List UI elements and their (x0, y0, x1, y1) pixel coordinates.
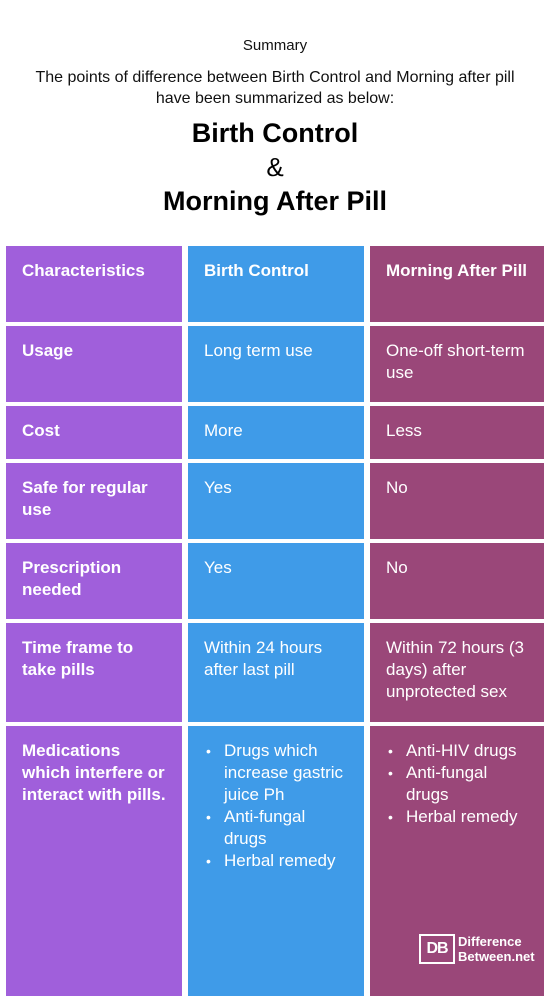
list-item: • Anti-fungal drugs (206, 807, 306, 848)
summary-label: Summary (242, 37, 308, 54)
bullet-icon: • (206, 853, 211, 869)
title-line-1: Birth Control (191, 118, 359, 148)
row-medications-morning-after: • Anti-HIV drugs • Anti-fungal drugs • Herb… (370, 726, 544, 996)
row-timeframe-birth-control: Within 24 hours after last pill (188, 623, 364, 722)
row-timeframe-morning-after: Within 72 hours (3 days) after unprotect… (370, 623, 544, 722)
list-item: • Anti-HIV drugs (388, 741, 517, 760)
row-medications-birth-control: • Drugs which increase gastric juice Ph •… (188, 726, 364, 996)
bullet-icon: • (206, 809, 211, 825)
title-line-3: Morning After Pill (163, 186, 387, 216)
differencebetween-logo: DB Difference Between.net (419, 934, 535, 964)
row-safe-morning-after: No (370, 463, 544, 539)
morning-after-medications-list: • Anti-HIV drugs • Anti-fungal drugs • Herb… (386, 740, 530, 828)
row-cost-birth-control: More (188, 406, 364, 459)
header-birth-control: Birth Control (188, 246, 364, 322)
list-item: • Herbal remedy (206, 851, 336, 870)
list-item: • Drugs which increase gastric juice Ph (206, 741, 344, 804)
comparison-table: Characteristics Birth Control Morning Af… (6, 246, 544, 996)
header-morning-after-pill: Morning After Pill (370, 246, 544, 322)
row-prescription-birth-control: Yes (188, 543, 364, 619)
bullet-icon: • (388, 743, 393, 759)
row-safe-characteristic: Safe for regular use (6, 463, 182, 539)
bullet-icon: • (206, 743, 211, 759)
logo-mark: DB (419, 934, 455, 964)
row-prescription-morning-after: No (370, 543, 544, 619)
row-usage-morning-after: One-off short-term use (370, 326, 544, 402)
row-prescription-characteristic: Prescription needed (6, 543, 182, 619)
bullet-icon: • (388, 809, 393, 825)
row-cost-morning-after: Less (370, 406, 544, 459)
row-safe-birth-control: Yes (188, 463, 364, 539)
list-item: • Herbal remedy (388, 807, 518, 826)
row-cost-characteristic: Cost (6, 406, 182, 459)
row-medications-characteristic: Medications which interfere or interact … (6, 726, 182, 996)
row-timeframe-characteristic: Time frame to take pills (6, 623, 182, 722)
logo-text: Difference Between.net (458, 934, 535, 964)
list-item: • Anti-fungal drugs (388, 763, 488, 804)
header-characteristics: Characteristics (6, 246, 182, 322)
title-ampersand: & (266, 152, 284, 182)
intro-text: The points of difference between Birth C… (35, 69, 515, 107)
row-usage-characteristic: Usage (6, 326, 182, 402)
row-usage-birth-control: Long term use (188, 326, 364, 402)
birth-control-medications-list: • Drugs which increase gastric juice Ph •… (204, 740, 350, 872)
bullet-icon: • (388, 765, 393, 781)
